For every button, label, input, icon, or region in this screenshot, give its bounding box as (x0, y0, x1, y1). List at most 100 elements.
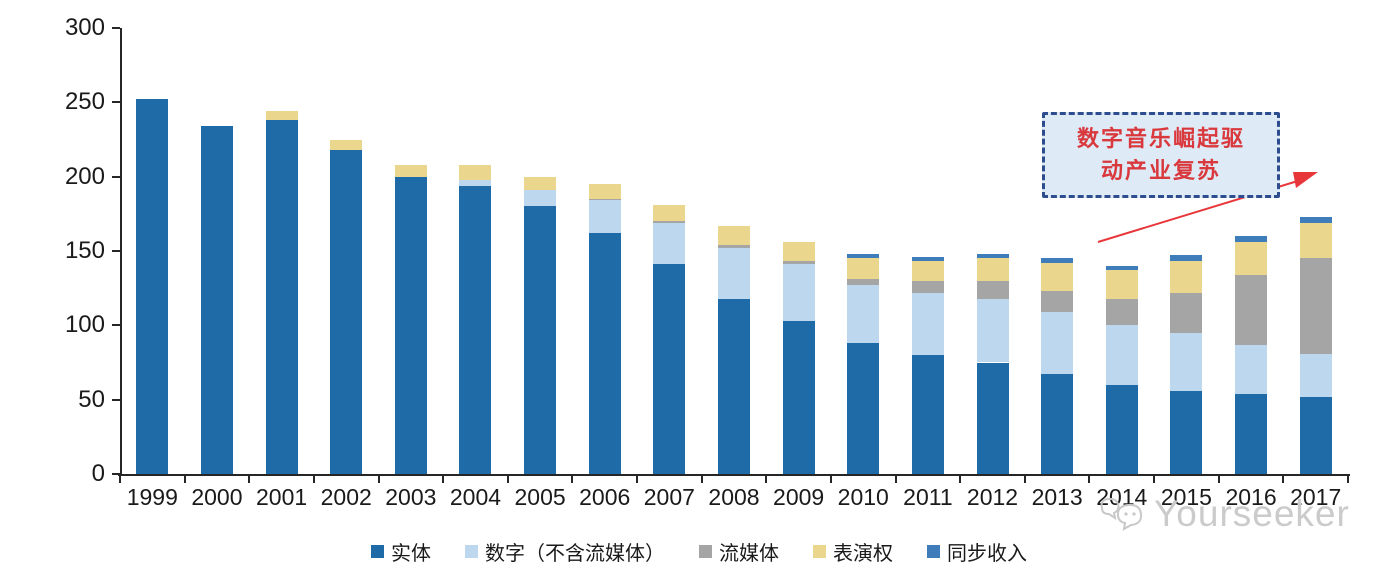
bar-segment (200, 126, 233, 474)
x-axis-category-label: 2006 (579, 484, 631, 510)
bar-segment (782, 320, 815, 474)
x-axis-tick (442, 476, 445, 483)
bar-segment (1235, 344, 1268, 394)
x-axis-category-label: 1999 (126, 484, 178, 510)
x-axis-category-label: 2007 (643, 484, 695, 510)
y-axis-tick (112, 250, 120, 252)
x-axis-tick (183, 476, 186, 483)
legend-label: 实体 (391, 543, 431, 565)
y-axis-tick-label: 0 (91, 460, 105, 487)
bar-segment (718, 248, 750, 299)
x-axis-tick (829, 476, 832, 483)
x-axis-category-label: 2001 (255, 484, 308, 510)
bar-segment (782, 261, 815, 265)
bar-segment (847, 285, 880, 344)
bar-segment (911, 280, 944, 293)
bar-segment (976, 362, 1009, 474)
bar-segment (524, 176, 557, 191)
x-axis-tick (571, 476, 574, 483)
bar-segment (588, 198, 621, 201)
bar-segment (782, 242, 815, 262)
bar-segment (1299, 396, 1332, 474)
legend-item: 数字（不含流媒体） (465, 537, 665, 566)
bar-segment (1041, 258, 1074, 263)
annotation-text-line2: 动产业复苏 (1100, 158, 1221, 183)
bar-segment (847, 343, 880, 474)
legend-swatch-icon (465, 545, 478, 558)
bar-segment (976, 280, 1009, 299)
bar-segment (911, 256, 944, 262)
bar-segment (524, 206, 557, 474)
bar-segment (265, 120, 298, 474)
bar-segment (1235, 393, 1268, 474)
bar-segment (976, 258, 1009, 281)
y-axis-tick (112, 324, 120, 327)
y-axis-tick (112, 27, 120, 29)
bar-segment (1299, 353, 1332, 397)
bar-segment (911, 292, 944, 356)
legend-item: 表演权 (813, 537, 893, 566)
x-axis-tick (119, 476, 121, 483)
bar-segment (1170, 255, 1203, 262)
x-axis-tick (636, 476, 639, 483)
x-axis-tick (959, 476, 962, 483)
x-axis-tick (700, 476, 703, 483)
y-axis-tick-label: 150 (64, 237, 105, 264)
x-axis-category-label: 2017 (1290, 484, 1342, 510)
bar-segment (136, 99, 169, 474)
annotation-text-line1: 数字音乐崛起驱 (1076, 126, 1245, 152)
legend-swatch-icon (371, 545, 384, 558)
bar-segment (1105, 298, 1138, 326)
bar-segment (1105, 270, 1138, 299)
x-axis-tick (1347, 476, 1349, 483)
y-axis-tick (112, 398, 120, 401)
bar-segment (653, 264, 686, 474)
bar-segment (1041, 291, 1074, 312)
annotation-callout: 数字音乐崛起驱 动产业复苏 (1042, 112, 1280, 198)
x-axis-tick (312, 476, 315, 483)
y-axis-tick-label: 50 (78, 385, 105, 413)
x-axis-category-label: 2004 (449, 484, 502, 510)
x-axis-category-label: 2008 (708, 484, 760, 510)
bar-segment (1105, 265, 1138, 271)
x-axis-tick (1153, 476, 1156, 483)
x-axis-tick (894, 476, 897, 483)
bar-segment (459, 164, 492, 180)
legend-label: 表演权 (833, 543, 893, 565)
bar-segment (911, 355, 944, 474)
legend-swatch-icon (813, 545, 826, 558)
legend-label: 同步收入 (947, 543, 1027, 565)
bar-segment (265, 111, 298, 121)
bar-segment (911, 261, 944, 281)
watermark: Yourseeker (1098, 492, 1350, 536)
bar-segment (718, 245, 750, 249)
bar-segment (976, 298, 1009, 363)
x-axis-line (118, 474, 1350, 476)
bar-segment (588, 200, 621, 234)
legend-swatch-icon (927, 545, 940, 558)
x-axis-category-label: 2003 (385, 484, 437, 510)
bar-segment (653, 204, 686, 222)
bar-segment (330, 149, 363, 474)
bar-segment (1235, 274, 1268, 345)
watermark-text: Yourseeker (1154, 493, 1350, 534)
y-axis-tick-label: 100 (64, 311, 105, 339)
bar-segment (653, 222, 686, 265)
bar-segment (718, 298, 750, 474)
legend-swatch-icon (699, 545, 712, 558)
y-axis-tick-label: 300 (64, 14, 105, 41)
x-axis-tick (248, 476, 251, 483)
y-axis-tick (112, 473, 120, 475)
bar-segment (976, 253, 1009, 259)
bar-segment (1041, 311, 1074, 375)
x-axis-category-label: 2005 (514, 484, 566, 510)
x-axis-category-label: 2016 (1225, 484, 1277, 510)
x-axis-tick (377, 476, 380, 483)
y-axis-tick-label: 250 (64, 88, 105, 116)
bar-segment (1299, 258, 1332, 354)
bar-segment (394, 176, 427, 474)
bar-segment (588, 233, 621, 474)
x-axis-category-label: 2000 (191, 484, 243, 510)
x-axis-category-label: 2010 (837, 484, 889, 510)
